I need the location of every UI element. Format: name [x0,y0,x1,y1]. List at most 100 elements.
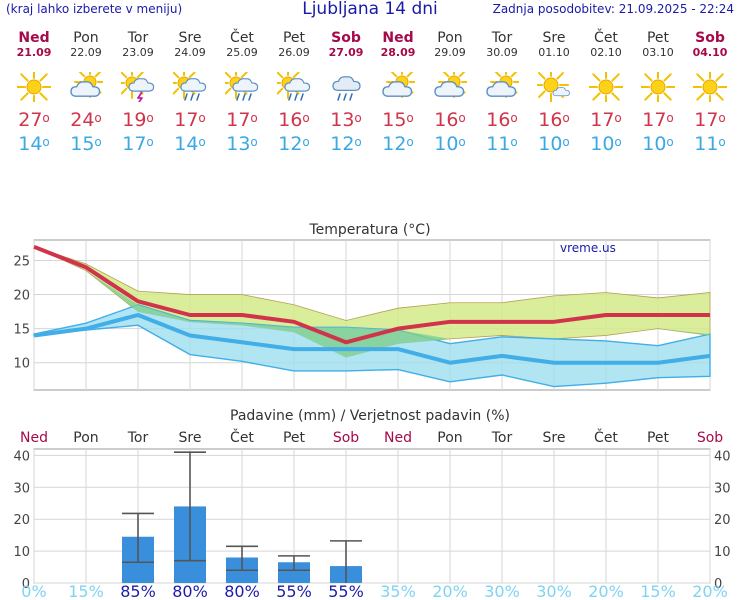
day-column: Ned 21.09 27o 14o [8,30,60,156]
degree-sign: o [250,111,258,125]
min-temperature: 17o [112,132,164,156]
precipitation-y-tick-right: 30 [714,481,731,496]
min-temperature-value: 12 [330,133,355,155]
day-name: Čet [230,30,254,46]
sun-small-cloud-icon [533,67,571,103]
precipitation-x-tick: Pet [647,430,670,446]
min-temperature: 10o [424,132,476,156]
sun-icon [639,68,677,106]
precipitation-probability-label: 55% [276,582,312,600]
min-temperature-value: 13 [226,133,251,155]
max-temperature: 13o [320,108,372,132]
max-temperature-value: 17 [226,109,251,131]
min-temperature-value: 12 [278,133,303,155]
sun-cloud-icon [433,66,470,102]
precipitation-probability-label: 55% [328,582,364,600]
min-temperature-value: 10 [538,133,563,155]
precipitation-x-tick: Ned [384,430,412,446]
max-temperature: 16o [528,108,580,132]
day-date: 22.09 [70,46,102,59]
day-column: Čet 25.09 17o 13o [216,30,268,156]
max-temperature-value: 15 [382,109,407,131]
precipitation-x-tick: Čet [594,428,618,446]
degree-sign: o [94,135,102,149]
day-column: Sre 01.10 16o 10o [528,30,580,156]
min-temperature: 12o [372,132,424,156]
day-name: Pon [73,30,99,46]
min-temperature: 12o [320,132,372,156]
min-temperature: 13o [216,132,268,156]
precipitation-y-tick-left: 10 [13,545,30,560]
precipitation-probability-label: 30% [536,582,572,600]
degree-sign: o [198,111,206,125]
page-title: Ljubljana 14 dni [302,0,438,19]
precipitation-y-tick-right: 20 [714,513,731,528]
temperature-y-tick: 20 [13,289,30,304]
day-date: 29.09 [434,46,466,59]
min-temperature-value: 10 [642,133,667,155]
sun-cloud-thunder-icon [116,67,155,103]
degree-sign: o [406,111,414,125]
day-column: Sre 24.09 17o 14o [164,30,216,156]
last-updated: Zadnja posodobitev: 21.09.2025 - 22:24 [492,2,734,16]
min-temperature-value: 14 [174,133,199,155]
degree-sign: o [146,111,154,125]
precipitation-probability-label: 30% [484,582,520,600]
day-column: Ned 28.09 15o 12o [372,30,424,156]
day-column: Čet 02.10 17o 10o [580,30,632,156]
sun-icon [15,68,53,106]
degree-sign: o [510,111,518,125]
day-name: Čet [594,30,618,46]
min-temperature: 15o [60,132,112,156]
precipitation-y-tick-right: 10 [714,545,731,560]
day-column: Pon 22.09 24o 15o [60,30,112,156]
precipitation-y-tick-left: 0 [22,577,30,592]
sun-cloud-rain-icon [168,67,207,102]
precipitation-probability-label: 20% [588,582,624,600]
day-column: Sob 27.09 13o 12o [320,30,372,156]
max-temperature: 16o [268,108,320,132]
max-temperature-value: 24 [70,109,95,131]
temperature-y-tick: 10 [13,357,30,372]
day-date: 03.10 [642,46,674,59]
max-temperature: 27o [8,108,60,132]
day-date: 27.09 [328,46,364,59]
sun-cloud-icon [381,66,418,102]
min-temperature-value: 10 [590,133,615,155]
precipitation-x-tick: Sre [543,430,566,446]
degree-sign: o [42,135,50,149]
precipitation-probability-label: 15% [68,582,104,600]
min-temperature: 10o [632,132,684,156]
max-temperature: 17o [164,108,216,132]
day-column: Tor 30.09 16o 11o [476,30,528,156]
degree-sign: o [198,135,206,149]
degree-sign: o [354,111,362,125]
min-temperature: 14o [164,132,216,156]
day-column: Pet 26.09 16o 12o [268,30,320,156]
precipitation-y-tick-left: 20 [13,513,30,528]
max-temperature-value: 13 [330,109,355,131]
degree-sign: o [250,135,258,149]
precipitation-probability-label: 35% [380,582,416,600]
precipitation-x-tick: Sre [179,430,202,446]
precipitation-bar [278,562,310,583]
degree-sign: o [302,111,310,125]
precipitation-y-tick-right: 40 [714,449,731,464]
max-temperature-value: 17 [642,109,667,131]
degree-sign: o [458,111,466,125]
temperature-y-tick: 15 [13,323,30,338]
max-temperature-value: 27 [18,109,43,131]
max-temperature: 17o [632,108,684,132]
max-temperature-value: 17 [590,109,615,131]
max-temperature-value: 16 [486,109,511,131]
min-temperature-value: 11 [694,133,719,155]
degree-sign: o [94,111,102,125]
precipitation-x-tick: Pet [283,430,306,446]
precipitation-probability-label: 15% [640,582,676,600]
min-temperature-value: 11 [486,133,511,155]
max-temperature-value: 16 [278,109,303,131]
day-date: 30.09 [486,46,518,59]
precipitation-y-tick-left: 40 [13,449,30,464]
min-temperature: 11o [476,132,528,156]
min-temperature-line [33,313,711,365]
